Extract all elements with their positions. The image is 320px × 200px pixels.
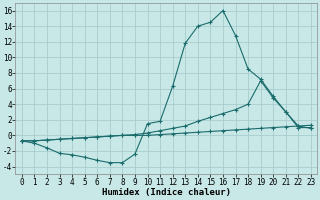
- X-axis label: Humidex (Indice chaleur): Humidex (Indice chaleur): [102, 188, 231, 197]
